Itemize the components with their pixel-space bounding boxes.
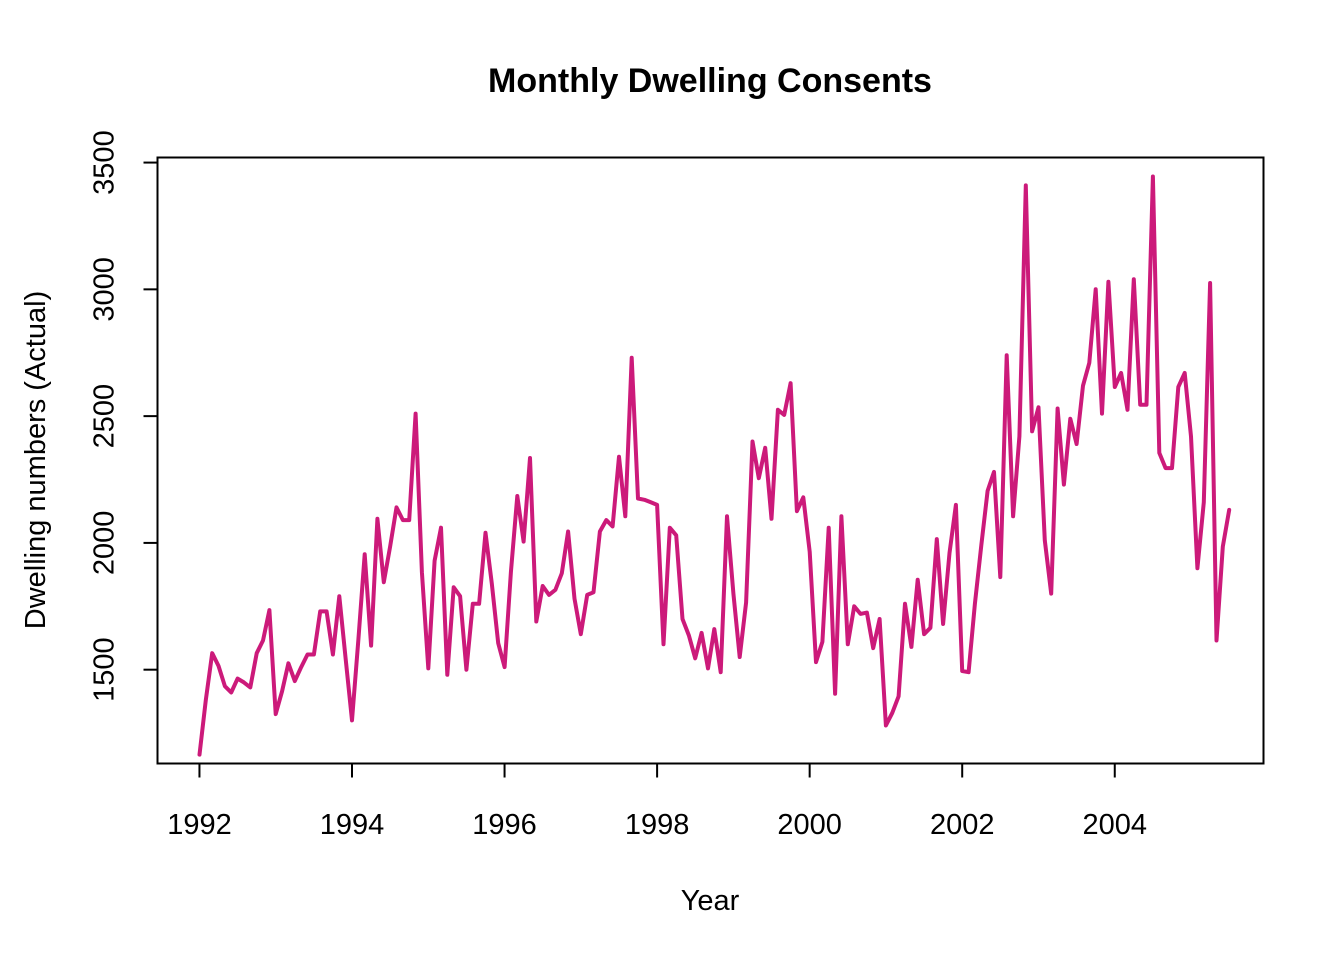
- x-axis-label: Year: [681, 885, 740, 917]
- x-tick-label: 1994: [320, 809, 385, 841]
- x-tick-label: 1996: [472, 809, 537, 841]
- x-tick-label: 1992: [167, 809, 232, 841]
- y-tick-label: 3000: [89, 257, 121, 322]
- x-axis: 1992 1994 1996 1998 2000 2002 2004: [167, 762, 1148, 841]
- y-tick-label: 2000: [89, 511, 121, 576]
- x-tick-label: 2004: [1083, 809, 1148, 841]
- y-tick-label: 3500: [89, 130, 121, 195]
- plot-frame: [156, 156, 1265, 765]
- x-tick-label: 1998: [625, 809, 690, 841]
- series-line: [197, 174, 1232, 757]
- x-tick-label: 2002: [930, 809, 995, 841]
- y-axis: 1500 2000 2500 3000 3500: [89, 130, 159, 702]
- y-tick-label: 2500: [89, 384, 121, 449]
- y-axis-label: Dwelling numbers (Actual): [20, 291, 52, 629]
- x-tick-label: 2000: [777, 809, 842, 841]
- y-tick-label: 1500: [89, 637, 121, 702]
- chart-title: Monthly Dwelling Consents: [488, 62, 932, 100]
